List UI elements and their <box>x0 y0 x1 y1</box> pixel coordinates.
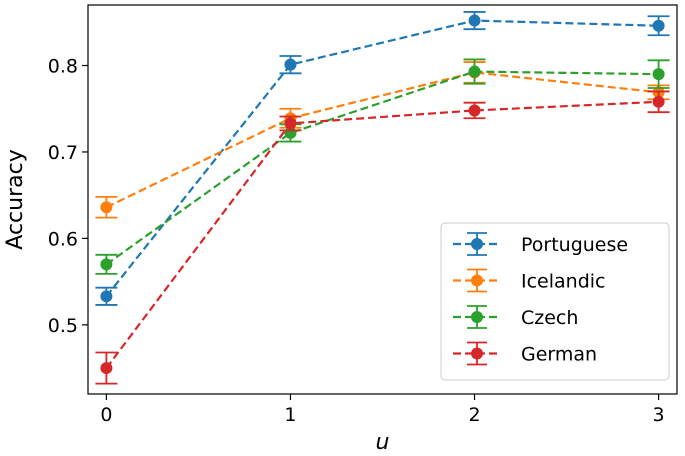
data-point-portuguese <box>468 14 481 27</box>
x-axis-label: u <box>376 430 390 455</box>
series-line-icelandic <box>105 71 659 209</box>
legend-item-portuguese: Portuguese <box>453 232 628 256</box>
legend-label-icelandic: Icelandic <box>521 271 606 293</box>
legend-marker-czech <box>471 311 483 323</box>
data-point-portuguese <box>100 290 113 303</box>
plot-frame <box>87 4 678 395</box>
y-tick-label: 0.7 <box>48 142 78 164</box>
data-point-portuguese <box>652 19 665 32</box>
axis-ticks: 0 1 2 3 0.5 0.6 0.7 0.8 <box>48 56 665 426</box>
series-line-german <box>105 100 659 369</box>
data-point-german <box>284 117 297 130</box>
series-german <box>95 90 670 385</box>
legend-box <box>440 222 670 381</box>
legend-item-czech: Czech <box>453 305 578 329</box>
legend-item-german: German <box>453 341 597 366</box>
legend-marker-german <box>471 347 483 360</box>
data-point-portuguese <box>284 58 297 71</box>
x-tick-label: 0 <box>100 404 112 426</box>
x-tick-label: 1 <box>284 404 296 426</box>
legend-label-german: German <box>521 344 597 366</box>
data-point-german <box>468 104 481 117</box>
plot-marks <box>95 11 670 385</box>
legend-marker-icelandic <box>471 274 483 287</box>
series-portuguese <box>95 11 670 306</box>
y-tick-label: 0.8 <box>48 56 78 78</box>
data-point-czech <box>100 258 113 271</box>
legend-label-czech: Czech <box>521 307 578 329</box>
data-point-czech <box>468 65 481 78</box>
legend-marker-portuguese <box>471 238 483 250</box>
x-tick-label: 2 <box>468 404 480 426</box>
legend-item-icelandic: Icelandic <box>453 268 606 293</box>
series-line-czech <box>105 70 659 266</box>
y-axis-label: Accuracy <box>3 149 28 249</box>
data-point-german <box>652 95 665 108</box>
data-point-icelandic <box>100 201 113 214</box>
x-tick-label: 3 <box>653 404 665 426</box>
legend: Portuguese Icelandic Czech German <box>440 222 670 381</box>
series-line-portuguese <box>105 19 659 298</box>
data-point-czech <box>652 68 665 81</box>
legend-label-portuguese: Portuguese <box>521 234 628 256</box>
data-point-german <box>100 362 113 375</box>
series-icelandic <box>95 61 670 219</box>
y-tick-label: 0.5 <box>48 315 78 337</box>
legend-items: Portuguese Icelandic Czech German <box>453 232 628 366</box>
y-tick-label: 0.6 <box>48 228 78 250</box>
